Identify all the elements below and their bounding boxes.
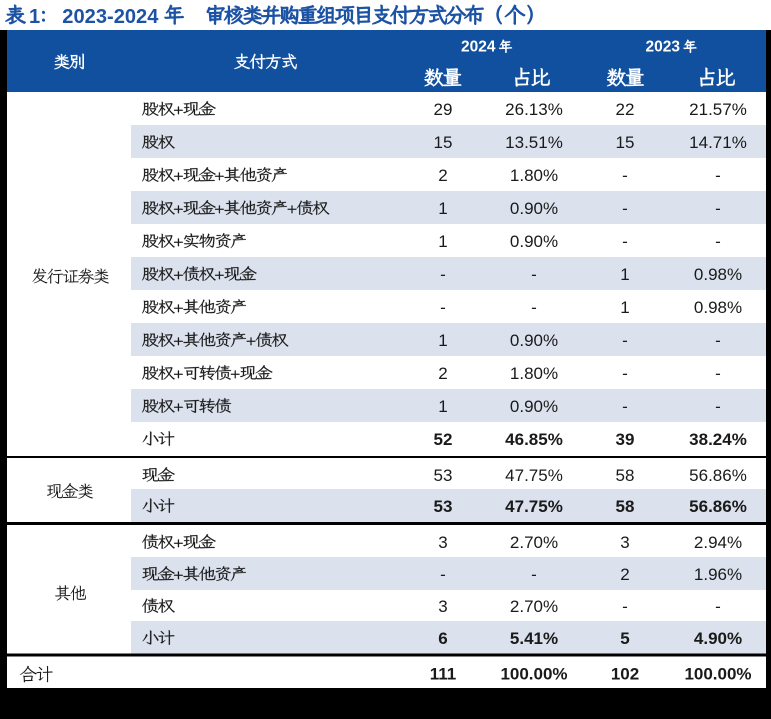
svg-text:-: - bbox=[715, 199, 721, 218]
svg-text:53: 53 bbox=[434, 497, 453, 516]
svg-text:1: 1 bbox=[438, 331, 447, 350]
svg-text:-: - bbox=[622, 597, 628, 616]
svg-text:5.41%: 5.41% bbox=[510, 629, 558, 648]
svg-text:1: 1 bbox=[438, 397, 447, 416]
svg-text:1.96%: 1.96% bbox=[694, 565, 742, 584]
svg-text:102: 102 bbox=[611, 665, 639, 684]
svg-text:-: - bbox=[622, 364, 628, 383]
svg-text:2: 2 bbox=[438, 166, 447, 185]
svg-text:2023: 2023 bbox=[646, 38, 681, 55]
svg-text:1: 1 bbox=[438, 232, 447, 251]
svg-text:0.90%: 0.90% bbox=[510, 199, 558, 218]
svg-text:38.24%: 38.24% bbox=[689, 430, 747, 449]
svg-text:111: 111 bbox=[430, 665, 457, 684]
svg-text:3: 3 bbox=[438, 533, 447, 552]
svg-text:-: - bbox=[622, 232, 628, 251]
svg-text:1: 1 bbox=[620, 298, 629, 317]
svg-text:5: 5 bbox=[620, 629, 629, 648]
svg-text:39: 39 bbox=[616, 430, 635, 449]
svg-text:4.90%: 4.90% bbox=[694, 629, 742, 648]
svg-text:0.90%: 0.90% bbox=[510, 232, 558, 251]
svg-text:0.90%: 0.90% bbox=[510, 331, 558, 350]
svg-text:-: - bbox=[715, 232, 721, 251]
svg-text:-: - bbox=[531, 298, 537, 317]
svg-text:-: - bbox=[622, 166, 628, 185]
svg-text:6: 6 bbox=[438, 629, 447, 648]
svg-text:2024: 2024 bbox=[461, 38, 496, 55]
svg-text:26.13%: 26.13% bbox=[505, 100, 563, 119]
svg-text:2: 2 bbox=[620, 565, 629, 584]
svg-text:-: - bbox=[622, 397, 628, 416]
svg-text:-: - bbox=[715, 597, 721, 616]
svg-text:56.86%: 56.86% bbox=[689, 497, 747, 516]
svg-text:13.51%: 13.51% bbox=[505, 133, 563, 152]
svg-text:-: - bbox=[715, 166, 721, 185]
svg-text:56.86%: 56.86% bbox=[689, 466, 747, 485]
svg-text:-: - bbox=[622, 199, 628, 218]
svg-text:-: - bbox=[715, 397, 721, 416]
svg-text:1.80%: 1.80% bbox=[510, 166, 558, 185]
svg-text:3: 3 bbox=[438, 597, 447, 616]
svg-text:2: 2 bbox=[438, 364, 447, 383]
svg-text:29: 29 bbox=[434, 100, 453, 119]
svg-text:14.71%: 14.71% bbox=[689, 133, 747, 152]
svg-text:1: 1 bbox=[29, 6, 40, 28]
svg-text:-: - bbox=[531, 565, 537, 584]
svg-text:15: 15 bbox=[434, 133, 453, 152]
svg-text:52: 52 bbox=[434, 430, 453, 449]
svg-text:47.75%: 47.75% bbox=[505, 466, 563, 485]
svg-text:-: - bbox=[715, 364, 721, 383]
svg-text:1: 1 bbox=[438, 199, 447, 218]
svg-text:46.85%: 46.85% bbox=[505, 430, 563, 449]
svg-text:21.57%: 21.57% bbox=[689, 100, 747, 119]
svg-text:0.98%: 0.98% bbox=[694, 265, 742, 284]
svg-text:-: - bbox=[622, 331, 628, 350]
svg-text:2.70%: 2.70% bbox=[510, 533, 558, 552]
svg-text:58: 58 bbox=[616, 497, 635, 516]
svg-text:2.94%: 2.94% bbox=[694, 533, 742, 552]
svg-text:1.80%: 1.80% bbox=[510, 364, 558, 383]
svg-text:22: 22 bbox=[616, 100, 635, 119]
svg-text:1: 1 bbox=[620, 265, 629, 284]
svg-text:-: - bbox=[440, 265, 446, 284]
svg-text:2.70%: 2.70% bbox=[510, 597, 558, 616]
svg-text:47.75%: 47.75% bbox=[505, 497, 563, 516]
svg-text:100.00%: 100.00% bbox=[500, 665, 567, 684]
svg-text:-: - bbox=[531, 265, 537, 284]
svg-text:-: - bbox=[715, 331, 721, 350]
svg-text:-: - bbox=[440, 565, 446, 584]
svg-text:53: 53 bbox=[434, 466, 453, 485]
svg-text:58: 58 bbox=[616, 466, 635, 485]
svg-text:100.00%: 100.00% bbox=[684, 665, 751, 684]
svg-text:2023-2024: 2023-2024 bbox=[62, 6, 159, 28]
svg-text:-: - bbox=[440, 298, 446, 317]
svg-text:0.90%: 0.90% bbox=[510, 397, 558, 416]
svg-text:3: 3 bbox=[620, 533, 629, 552]
svg-text:15: 15 bbox=[616, 133, 635, 152]
svg-text:0.98%: 0.98% bbox=[694, 298, 742, 317]
